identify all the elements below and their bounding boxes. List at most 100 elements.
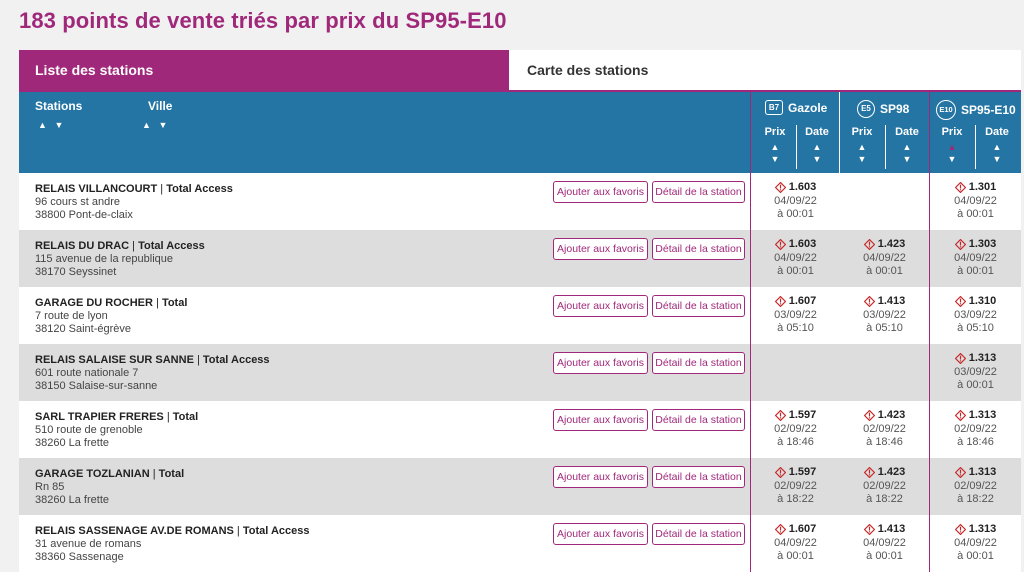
- fuel-name: SP95-E10: [961, 103, 1016, 117]
- station-name-line: RELAIS SASSENAGE AV.DE ROMANS | Total Ac…: [35, 525, 310, 537]
- column-divider: [929, 401, 930, 458]
- stations-column-label: Stations: [35, 99, 83, 113]
- sort-desc-icon[interactable]: ▼: [812, 154, 822, 164]
- station-name: GARAGE TOZLANIAN: [35, 468, 150, 480]
- add-favorite-button[interactable]: Ajouter aux favoris: [553, 352, 648, 374]
- stations-sort-arrows: ▲ ▼: [38, 120, 63, 130]
- table-row: SARL TRAPIER FRERES | Total 510 route de …: [19, 401, 1021, 458]
- add-favorite-button[interactable]: Ajouter aux favoris: [553, 295, 648, 317]
- price-time: à 18:22: [957, 493, 994, 505]
- price-date: 04/09/22: [954, 537, 997, 549]
- price-time: à 05:10: [866, 322, 903, 334]
- station-brand: Total: [158, 468, 185, 480]
- price-value: 1.413: [877, 523, 906, 535]
- sort-asc-icon-active[interactable]: ▲: [947, 142, 957, 152]
- price-cell: 1.413 04/09/22 à 00:01: [840, 523, 929, 563]
- warning-icon: [774, 467, 786, 478]
- column-divider: [929, 230, 930, 287]
- tab-carte-des-stations[interactable]: Carte des stations: [509, 50, 1021, 90]
- add-favorite-button[interactable]: Ajouter aux favoris: [553, 409, 648, 431]
- price-time: à 00:01: [957, 379, 994, 391]
- tab-liste-des-stations[interactable]: Liste des stations: [19, 50, 509, 90]
- station-name: RELAIS DU DRAC: [35, 240, 130, 252]
- sort-desc-icon[interactable]: ▼: [770, 154, 780, 164]
- add-favorite-button[interactable]: Ajouter aux favoris: [553, 466, 648, 488]
- sort-asc-icon[interactable]: ▲: [812, 142, 822, 152]
- price-value: 1.597: [788, 409, 817, 421]
- price-time: à 00:01: [866, 265, 903, 277]
- price-value: 1.310: [968, 295, 997, 307]
- table-row: RELAIS VILLANCOURT | Total Access 96 cour…: [19, 173, 1021, 230]
- warning-icon: [774, 239, 786, 250]
- warning-icon: [774, 524, 786, 535]
- station-address-block: 115 avenue de la republique 38170 Seyssin…: [35, 253, 173, 279]
- station-address-block: 510 route de grenoble 38260 La frette: [35, 424, 143, 450]
- price-cell: 1.603 04/09/22 à 00:01: [751, 238, 840, 278]
- sort-desc-icon[interactable]: ▼: [54, 120, 64, 130]
- sort-desc-icon[interactable]: ▼: [857, 154, 867, 164]
- station-detail-button[interactable]: Détail de la station: [652, 523, 745, 545]
- station-address: 31 avenue de romans: [35, 538, 142, 550]
- station-list: RELAIS VILLANCOURT | Total Access 96 cour…: [19, 173, 1021, 572]
- price-value: 1.603: [788, 181, 817, 193]
- warning-icon: [863, 239, 875, 250]
- sort-asc-icon[interactable]: ▲: [38, 120, 47, 130]
- column-divider: [929, 173, 930, 230]
- price-date: 04/09/22: [954, 195, 997, 207]
- warning-icon: [954, 410, 966, 421]
- table-row: GARAGE TOZLANIAN | Total Rn 85 38260 La fr…: [19, 458, 1021, 515]
- station-brand: Total: [161, 297, 188, 309]
- sort-asc-icon[interactable]: ▲: [770, 142, 780, 152]
- column-divider: [750, 515, 751, 572]
- price-value: 1.313: [968, 466, 997, 478]
- station-brand: Total Access: [242, 525, 310, 537]
- station-detail-button[interactable]: Détail de la station: [652, 295, 745, 317]
- add-favorite-button[interactable]: Ajouter aux favoris: [553, 238, 648, 260]
- sort-asc-icon[interactable]: ▲: [992, 142, 1002, 152]
- price-cell: 1.597 02/09/22 à 18:46: [751, 409, 840, 449]
- price-cell: 1.423 02/09/22 à 18:46: [840, 409, 929, 449]
- sort-asc-icon[interactable]: ▲: [142, 120, 151, 130]
- sort-desc-icon[interactable]: ▼: [992, 154, 1002, 164]
- price-date: 04/09/22: [774, 195, 817, 207]
- station-detail-button[interactable]: Détail de la station: [652, 181, 745, 203]
- station-name: GARAGE DU ROCHER: [35, 297, 153, 309]
- column-divider: [750, 344, 751, 401]
- price-time: à 00:01: [777, 208, 814, 220]
- warning-icon: [954, 524, 966, 535]
- station-brand: Total: [172, 411, 199, 423]
- station-detail-button[interactable]: Détail de la station: [652, 238, 745, 260]
- sort-desc-icon[interactable]: ▼: [902, 154, 912, 164]
- price-time: à 05:10: [777, 322, 814, 334]
- column-divider: [750, 287, 751, 344]
- price-time: à 00:01: [957, 265, 994, 277]
- price-date: 02/09/22: [774, 423, 817, 435]
- price-cell: 1.607 03/09/22 à 05:10: [751, 295, 840, 335]
- sub-divider: [975, 125, 976, 169]
- price-time: à 18:46: [866, 436, 903, 448]
- station-detail-button[interactable]: Détail de la station: [652, 352, 745, 374]
- sort-asc-icon[interactable]: ▲: [857, 142, 867, 152]
- station-name: RELAIS SASSENAGE AV.DE ROMANS: [35, 525, 234, 537]
- sub-divider: [885, 125, 886, 169]
- sort-asc-icon[interactable]: ▲: [902, 142, 912, 152]
- sort-desc-icon[interactable]: ▼: [158, 120, 168, 130]
- price-cell: 1.313 02/09/22 à 18:22: [930, 466, 1021, 506]
- column-divider: [929, 458, 930, 515]
- station-detail-button[interactable]: Détail de la station: [652, 466, 745, 488]
- add-favorite-button[interactable]: Ajouter aux favoris: [553, 181, 648, 203]
- price-time: à 18:46: [777, 436, 814, 448]
- warning-icon: [954, 353, 966, 364]
- table-row: GARAGE DU ROCHER | Total 7 route de lyon 3…: [19, 287, 1021, 344]
- table-header: Stations ▲ ▼ Ville ▲ ▼ B7 Gazole Prix Da…: [19, 90, 1021, 173]
- price-cell: 1.607 04/09/22 à 00:01: [751, 523, 840, 563]
- price-time: à 00:01: [866, 550, 903, 562]
- sort-desc-icon[interactable]: ▼: [947, 154, 957, 164]
- station-address-block: 7 route de lyon 38120 Saint-égrève: [35, 310, 131, 336]
- price-date: 04/09/22: [863, 252, 906, 264]
- station-detail-button[interactable]: Détail de la station: [652, 409, 745, 431]
- price-time: à 18:46: [957, 436, 994, 448]
- price-date: 04/09/22: [774, 537, 817, 549]
- add-favorite-button[interactable]: Ajouter aux favoris: [553, 523, 648, 545]
- station-name-line: GARAGE TOZLANIAN | Total: [35, 468, 185, 480]
